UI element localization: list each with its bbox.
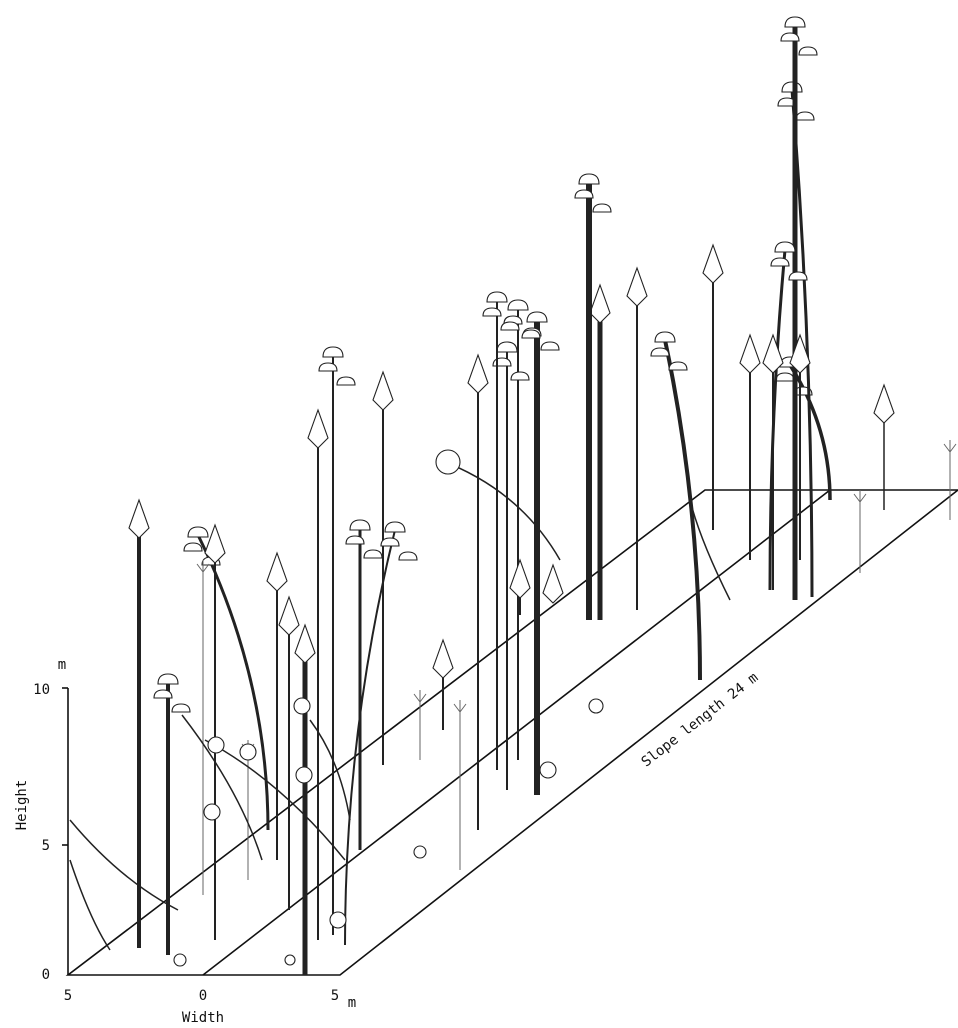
crown-arrow	[279, 597, 299, 635]
crown	[184, 543, 202, 551]
crown	[172, 704, 190, 712]
trunk	[198, 535, 268, 830]
crown	[796, 112, 814, 120]
crown	[385, 522, 405, 532]
shrub	[204, 804, 220, 820]
shrub	[296, 767, 312, 783]
crown	[541, 342, 559, 350]
crown	[188, 527, 208, 537]
width-tick-label: 0	[199, 988, 207, 1004]
crown-arrow	[874, 385, 894, 423]
crown	[346, 536, 364, 544]
crown	[776, 373, 794, 381]
crown	[651, 348, 669, 356]
crown	[655, 332, 675, 342]
slope-label: Slope length 24 m	[639, 670, 762, 771]
profile-diagram: m 10 5 0 Height 5 0 5 m Width Slope leng…	[0, 0, 958, 1028]
leaning-stem	[70, 820, 178, 910]
crown-arrow	[627, 268, 647, 306]
crown	[319, 363, 337, 371]
width-tick-label: 5	[64, 988, 72, 1004]
leaning-stem	[310, 720, 350, 820]
trunk	[345, 530, 395, 945]
crown-arrow	[740, 335, 760, 373]
center-line	[203, 490, 830, 975]
crown	[511, 372, 529, 380]
crown-arrow	[308, 410, 328, 448]
plot-floor	[68, 490, 958, 975]
crown-arrow	[703, 245, 723, 283]
leaning-stem	[70, 860, 110, 950]
crown	[399, 552, 417, 560]
crown	[775, 242, 795, 252]
shrub	[414, 846, 426, 858]
crown	[782, 82, 802, 92]
crown	[154, 690, 172, 698]
crown	[323, 347, 343, 357]
crown	[501, 322, 519, 330]
width-label: Width	[182, 1010, 224, 1026]
shrub	[540, 762, 556, 778]
shrub	[285, 955, 295, 965]
crown	[497, 342, 517, 352]
crown-arrow	[543, 565, 563, 603]
height-tick-label: 10	[33, 682, 50, 698]
shrub	[330, 912, 346, 928]
height-label: Height	[14, 780, 30, 831]
crown	[771, 258, 789, 266]
crown	[799, 47, 817, 55]
shrub	[294, 698, 310, 714]
leaning-stem	[182, 715, 262, 860]
crown	[483, 308, 501, 316]
crown-arrow	[267, 553, 287, 591]
height-tick-label: 5	[42, 838, 50, 854]
crown	[575, 190, 593, 198]
leaning-stem	[205, 740, 345, 860]
crown	[487, 292, 507, 302]
shrub	[240, 744, 256, 760]
crown-arrow	[433, 640, 453, 678]
crown-arrow	[510, 560, 530, 598]
crown	[508, 300, 528, 310]
crown-arrow	[468, 355, 488, 393]
crown	[669, 362, 687, 370]
shrub	[436, 450, 460, 474]
crown	[789, 272, 807, 280]
crown	[579, 174, 599, 184]
shrub	[208, 737, 224, 753]
height-tick-label: 0	[42, 967, 50, 983]
crown	[158, 674, 178, 684]
width-tick-label: 5	[331, 988, 339, 1004]
crown	[381, 538, 399, 546]
width-unit: m	[348, 995, 356, 1011]
crown	[337, 377, 355, 385]
crown-arrow	[295, 625, 315, 663]
crown	[785, 17, 805, 27]
crown	[781, 33, 799, 41]
shrub	[174, 954, 186, 966]
shrub	[589, 699, 603, 713]
plot-frame	[62, 490, 958, 975]
crown-arrow	[129, 500, 149, 538]
crown-arrow	[373, 372, 393, 410]
height-unit: m	[58, 657, 66, 673]
leaning-stem	[440, 460, 560, 560]
crown	[593, 204, 611, 212]
trunk	[665, 340, 700, 680]
crown-arrow	[590, 285, 610, 323]
crown	[350, 520, 370, 530]
crown	[364, 550, 382, 558]
crown	[527, 312, 547, 322]
crown	[522, 330, 540, 338]
crown	[493, 358, 511, 366]
